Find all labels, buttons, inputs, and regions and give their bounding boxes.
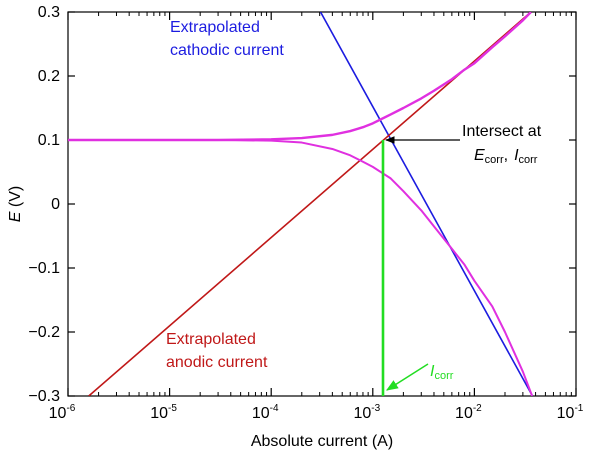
y-axis-title: E (V) — [7, 186, 24, 222]
y-tick-label-0: 0.3 — [38, 4, 60, 21]
y-tick-label-3: 0 — [51, 196, 60, 213]
ecorr-sub: corr — [485, 154, 504, 166]
y-tick-label-6: −0.3 — [28, 388, 60, 405]
cathodic-label-line2: cathodic current — [170, 42, 284, 59]
x-tick-label-0: 10-6 — [49, 403, 76, 422]
intersect-label-line1: Intersect at — [462, 123, 542, 140]
icorr-label: Icorr — [430, 363, 454, 382]
series-line-measured-lower-branch — [68, 139, 534, 396]
icorr-arrow — [385, 363, 429, 391]
icorr-main: I — [514, 147, 519, 164]
series-group — [68, 12, 534, 396]
anodic-label-line1: Extrapolated — [166, 331, 256, 348]
x-tick-label-2: 10-4 — [252, 403, 279, 422]
y-tick-label-4: −0.1 — [28, 260, 60, 277]
icorr-sub: corr — [519, 154, 538, 166]
comma: , — [504, 147, 508, 164]
x-tick-label-5: 10-1 — [557, 403, 584, 422]
x-tick-label-4: 10-2 — [455, 403, 482, 422]
y-tick-label-2: 0.1 — [38, 132, 60, 149]
intersect-label-line2: Ecorr, Icorr — [474, 147, 538, 166]
series-line-measured-upper-branch — [68, 12, 532, 142]
ecorr-main: E — [474, 147, 485, 164]
y-axis-title-rest: (V) — [7, 186, 24, 212]
icorr-label-main: I — [430, 363, 435, 380]
x-axis-title: Absolute current (A) — [251, 433, 393, 450]
y-tick-label-1: 0.2 — [38, 68, 60, 85]
axis-ticks: 0.3 0.2 0.1 0 −0.1 −0.2 −0.310-6 10-5 10-4 10-3 10… — [28, 4, 583, 422]
anodic-label-line2: anodic current — [166, 354, 268, 371]
x-tick-label-1: 10-5 — [150, 403, 177, 422]
series-line-extrapolated-cathodic-current — [319, 12, 534, 396]
icorr-label-sub: corr — [434, 370, 453, 382]
x-tick-label-3: 10-3 — [353, 403, 380, 422]
y-axis-title-italic: E — [7, 211, 24, 222]
cathodic-label-line1: Extrapolated — [170, 19, 260, 36]
y-tick-label-5: −0.2 — [28, 324, 60, 341]
